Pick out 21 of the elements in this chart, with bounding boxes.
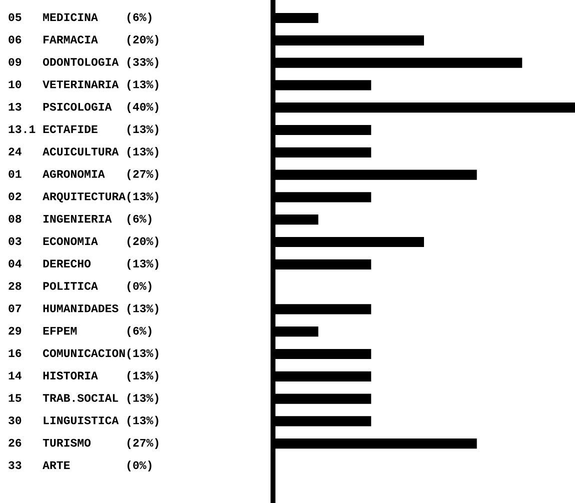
y-tick-label: 29 EFPEM (6%)	[8, 326, 152, 337]
y-tick-label: 24 ACUICULTURA (13%)	[8, 147, 158, 158]
y-tick-label: 26 TURISMO (27%)	[8, 438, 158, 449]
y-tick-label: 04 DERECHO (13%)	[8, 259, 158, 270]
y-tick-label: 01 AGRONOMIA (27%)	[8, 169, 158, 180]
y-tick-label: 05 MEDICINA (6%)	[8, 12, 152, 24]
y-tick-label: 14 HISTORIA (13%)	[8, 371, 158, 382]
y-tick-label: 07 HUMANIDADES (13%)	[8, 304, 158, 315]
y-tick-label: 08 INGENIERIA (6%)	[8, 214, 152, 225]
y-tick-label: 13 PSICOLOGIA (40%)	[8, 102, 158, 113]
y-tick-label: 33 ARTE (0%)	[8, 460, 152, 472]
y-tick-label: 16 COMUNICACION(13%)	[8, 348, 158, 360]
y-tick-label: 15 TRAB.SOCIAL (13%)	[8, 393, 158, 404]
y-tick-label: 06 FARMACIA (20%)	[8, 35, 158, 46]
y-tick-label: 02 ARQUITECTURA(13%)	[8, 192, 158, 203]
y-tick-label: 09 ODONTOLOGIA (33%)	[8, 57, 158, 68]
y-tick-label: 13.1 ECTAFIDE (13%)	[8, 124, 158, 136]
y-tick-label: 10 VETERINARIA (13%)	[8, 80, 158, 91]
y-tick-label: 30 LINGUISTICA (13%)	[8, 416, 158, 427]
y-tick-label: 03 ECONOMIA (20%)	[8, 236, 158, 248]
y-tick-label: 28 POLITICA (0%)	[8, 281, 152, 292]
